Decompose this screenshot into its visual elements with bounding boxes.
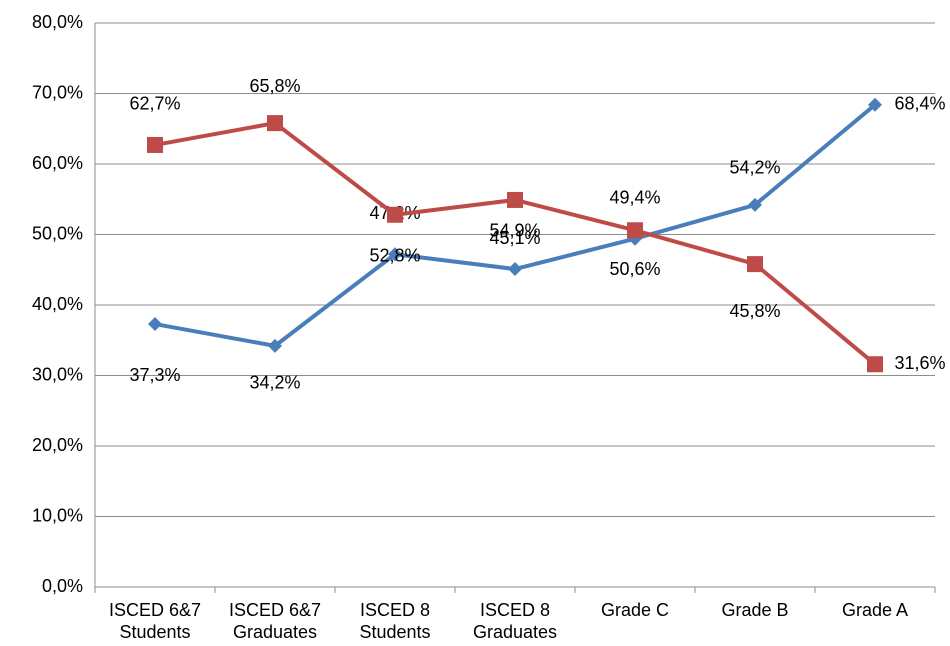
y-tick-label: 30,0% xyxy=(32,364,83,384)
marker xyxy=(148,317,162,332)
y-tick-label: 40,0% xyxy=(32,294,83,314)
data-label: 65,8% xyxy=(249,76,300,96)
data-label: 49,4% xyxy=(609,187,660,207)
y-tick-label: 0,0% xyxy=(42,576,83,596)
data-label: 50,6% xyxy=(609,259,660,279)
marker xyxy=(508,262,522,277)
marker xyxy=(748,197,762,212)
x-tick-line: ISCED 6&7 xyxy=(109,600,201,620)
x-tick-label: Grade C xyxy=(601,600,669,620)
y-tick-label: 10,0% xyxy=(32,505,83,525)
x-tick-label: ISCED 6&7 Students xyxy=(109,600,201,642)
y-tick-label: 70,0% xyxy=(32,82,83,102)
y-tick-label: 60,0% xyxy=(32,153,83,173)
y-tick-label: 80,0% xyxy=(32,12,83,32)
data-label: 54,9% xyxy=(489,221,540,241)
x-tick-line: ISCED 6&7 xyxy=(229,600,321,620)
data-label: 31,6% xyxy=(894,353,945,373)
marker xyxy=(627,222,643,239)
x-tick-label: ISCED 8 Students xyxy=(359,600,430,642)
x-tick-line: ISCED 8 xyxy=(480,600,550,620)
x-tick-line: Students xyxy=(359,622,430,642)
x-tick-line: Students xyxy=(119,622,190,642)
marker xyxy=(747,256,763,273)
marker xyxy=(387,206,403,223)
data-label: 34,2% xyxy=(249,373,300,393)
marker xyxy=(268,338,282,353)
marker xyxy=(267,115,283,132)
x-tick-line: Grade B xyxy=(721,600,788,620)
marker xyxy=(868,97,882,112)
x-tick-label: ISCED 6&7 Graduates xyxy=(229,600,321,642)
x-tick-label: Grade A xyxy=(842,600,908,620)
x-tick-line: Graduates xyxy=(473,622,557,642)
marker xyxy=(388,247,402,262)
data-label: 45,8% xyxy=(729,301,780,321)
marker xyxy=(507,191,523,208)
x-tick-line: Grade A xyxy=(842,600,908,620)
data-label: 45,1% xyxy=(489,228,540,248)
y-tick-label: 50,0% xyxy=(32,223,83,243)
x-tick-line: Graduates xyxy=(233,622,317,642)
x-tick-label: Grade B xyxy=(721,600,788,620)
y-tick-label: 20,0% xyxy=(32,435,83,455)
data-label: 68,4% xyxy=(894,94,945,114)
marker xyxy=(867,356,883,373)
x-tick-line: ISCED 8 xyxy=(360,600,430,620)
data-label: 54,2% xyxy=(729,158,780,178)
data-label: 52,8% xyxy=(369,246,420,266)
data-label: 37,3% xyxy=(129,365,180,385)
marker xyxy=(147,136,163,153)
data-label: 62,7% xyxy=(129,94,180,114)
x-tick-line: Grade C xyxy=(601,600,669,620)
x-tick-label: ISCED 8 Graduates xyxy=(473,600,557,642)
